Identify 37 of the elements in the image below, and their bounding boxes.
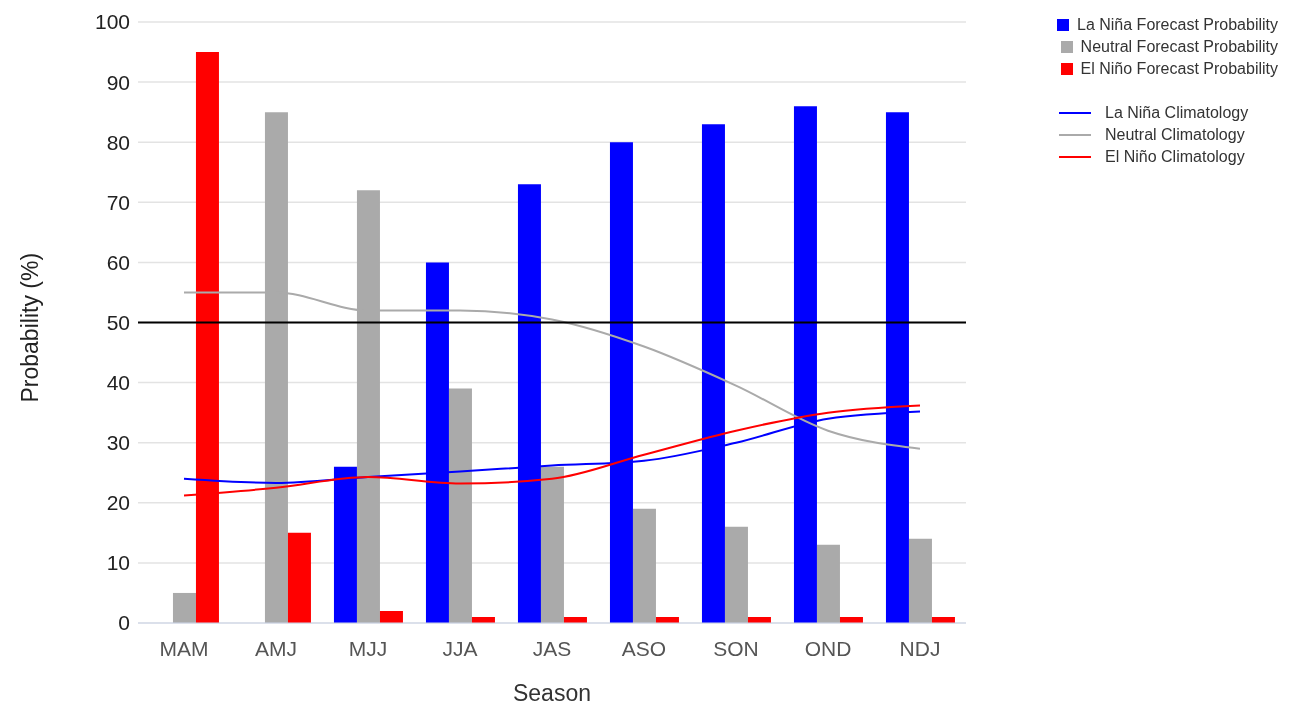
legend-label: La Niña Climatology (1105, 104, 1249, 122)
y-tick-label: 80 (106, 130, 130, 154)
x-tick-label: SON (713, 636, 759, 660)
y-tick-label: 40 (106, 371, 130, 395)
bar (287, 532, 311, 623)
y-tick-label: 60 (106, 250, 130, 274)
x-axis-title: Season (512, 680, 592, 706)
bar (632, 508, 656, 623)
x-tick-label: OND (804, 636, 852, 660)
bar (172, 592, 196, 623)
x-tick-label: AMJ (255, 636, 297, 660)
x-tick-label: JJA (442, 636, 478, 660)
bar (816, 544, 840, 623)
x-tick-label: NDJ (899, 636, 941, 660)
y-tick-label: 90 (106, 70, 130, 94)
y-axis-title: Probability (%) (17, 252, 44, 403)
bar (448, 388, 472, 623)
y-tick-label: 0 (118, 611, 130, 635)
x-tick-label: MJJ (348, 636, 388, 660)
legend-label: La Niña Forecast Probability (1077, 16, 1278, 34)
y-tick-label: 70 (106, 190, 130, 214)
y-tick-label: 30 (106, 431, 130, 455)
x-tick-label: MAM (159, 636, 209, 660)
y-tick-label: 20 (106, 491, 130, 515)
legend-label: Neutral Forecast Probability (1080, 38, 1278, 56)
y-tick-label: 100 (94, 10, 130, 34)
legend-label: El Niño Climatology (1105, 148, 1245, 166)
x-tick-label: JAS (532, 636, 572, 660)
legend-label: El Niño Forecast Probability (1080, 60, 1278, 78)
y-tick-label: 50 (106, 310, 130, 334)
bar (540, 466, 564, 623)
x-tick-label: ASO (621, 636, 667, 660)
legend-label: Neutral Climatology (1105, 126, 1245, 144)
y-tick-label: 10 (106, 551, 130, 575)
bar (908, 538, 932, 623)
bar (379, 610, 403, 623)
bar (724, 526, 748, 623)
